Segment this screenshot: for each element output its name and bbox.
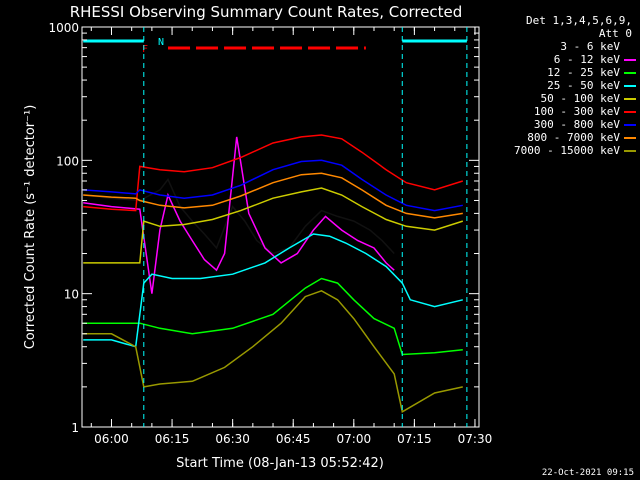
- legend-item: 50 - 100 keV: [486, 92, 636, 105]
- legend-item-swatch: [624, 136, 636, 139]
- chart-title: RHESSI Observing Summary Count Rates, Co…: [70, 3, 463, 21]
- x-tick-label: 06:15: [155, 432, 190, 446]
- series-layer: [83, 134, 464, 413]
- plot-frame: [81, 26, 480, 428]
- legend-item: 3 - 6 keV: [486, 40, 636, 53]
- x-tick-label: 07:00: [337, 432, 372, 446]
- legend-subheader: Att 0: [598, 27, 632, 40]
- legend-item: 7000 - 15000 keV: [486, 144, 636, 157]
- series-line-5: [83, 187, 464, 264]
- legend-item-label: 25 - 50 keV: [547, 79, 620, 92]
- x-tick-label: 07:15: [397, 432, 432, 446]
- legend-item-swatch: [624, 58, 636, 61]
- legend-item-swatch: [624, 149, 636, 152]
- legend-item: 300 - 800 keV: [486, 118, 636, 131]
- legend-item: 6 - 12 keV: [486, 53, 636, 66]
- legend-item-swatch: [624, 123, 636, 126]
- series-line-7: [83, 159, 463, 212]
- legend-item-swatch: [624, 45, 636, 48]
- legend-item-label: 12 - 25 keV: [547, 66, 620, 79]
- legend-item: 100 - 300 keV: [486, 105, 636, 118]
- legend-item-swatch: [624, 84, 636, 87]
- legend-item-label: 800 - 7000 keV: [527, 131, 620, 144]
- series-line-3: [83, 277, 463, 356]
- y-tick-label: 100: [56, 154, 79, 168]
- legend-item-label: 100 - 300 keV: [533, 105, 620, 118]
- legend-item-swatch: [624, 110, 636, 113]
- footer-date: 22-Oct-2021 09:15: [541, 468, 634, 478]
- series-line-8: [83, 172, 463, 219]
- x-tick-label: 07:30: [458, 432, 493, 446]
- series-line-6: [83, 134, 464, 212]
- axis-layer: 06:00 06:15 06:30 06:45 07:00 07:15 07:30 1 10 10…: [48, 21, 492, 446]
- legend-header: Det 1,3,4,5,6,9,: [526, 14, 632, 27]
- annotation-layer: N F: [83, 27, 468, 427]
- legend-item: 800 - 7000 keV: [486, 131, 636, 144]
- series-line-9: [83, 289, 463, 413]
- series-line-2: [83, 136, 395, 294]
- y-tick-label: 10: [64, 288, 79, 302]
- annotation-f: F: [142, 44, 148, 55]
- legend-item-label: 6 - 12 keV: [553, 53, 620, 66]
- legend-item-label: 300 - 800 keV: [533, 118, 620, 131]
- series-line-1: [83, 177, 395, 255]
- legend-item: 25 - 50 keV: [486, 79, 636, 92]
- x-tick-label: 06:00: [94, 432, 129, 446]
- y-axis-label: Corrected Count Rate (s⁻¹ detector⁻¹): [23, 105, 38, 350]
- legend-item: 12 - 25 keV: [486, 66, 636, 79]
- legend-item-label: 7000 - 15000 keV: [514, 144, 620, 157]
- y-tick-label: 1: [71, 421, 79, 435]
- x-tick-label: 06:30: [215, 432, 250, 446]
- annotation-n: N: [158, 37, 164, 48]
- legend: Det 1,3,4,5,6,9, Att 0 3 - 6 keV 6 - 12 k…: [486, 14, 636, 157]
- y-tick-label: 1000: [48, 21, 79, 35]
- legend-item-label: 3 - 6 keV: [560, 40, 620, 53]
- x-tick-label: 06:45: [276, 432, 311, 446]
- x-axis-label: Start Time (08-Jan-13 05:52:42): [176, 456, 384, 471]
- legend-item-label: 50 - 100 keV: [540, 92, 620, 105]
- legend-item-swatch: [624, 97, 636, 100]
- legend-item-swatch: [624, 71, 636, 74]
